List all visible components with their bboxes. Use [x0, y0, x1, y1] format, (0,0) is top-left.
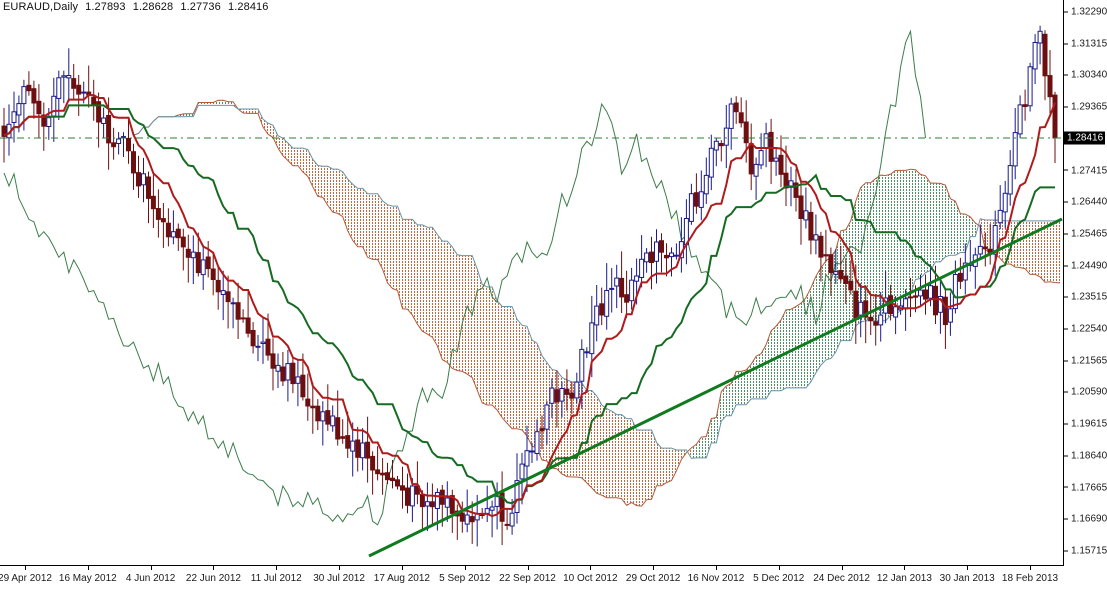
- date-tick: [904, 566, 906, 570]
- symbol-period-label: EURAUD,Daily: [3, 1, 79, 13]
- date-tick-label: 17 Aug 2012: [373, 573, 430, 584]
- price-tick-label: 1.25465: [1063, 228, 1107, 239]
- chart-canvas: [0, 25, 1063, 558]
- date-tick-label: 16 Nov 2012: [687, 573, 745, 584]
- date-axis-line: [0, 565, 1064, 566]
- date-tick: [1030, 566, 1031, 570]
- date-tick-label: 5 Sep 2012: [439, 573, 491, 584]
- date-tick-label: 5 Dec 2012: [753, 573, 805, 584]
- current-price-label: 1.28416: [1064, 131, 1106, 145]
- price-tick-label: 1.26440: [1063, 197, 1107, 208]
- price-tick-label: 1.32290: [1063, 7, 1107, 18]
- date-tick: [841, 566, 843, 570]
- date-tick: [276, 566, 278, 570]
- date-tick: [25, 566, 26, 570]
- date-tick-label: 30 Jan 2013: [939, 573, 995, 584]
- date-tick: [715, 566, 717, 570]
- price-axis-line: [1063, 0, 1064, 566]
- date-tick-label: 24 Dec 2012: [813, 573, 870, 584]
- close-value: 1.28416: [228, 1, 269, 13]
- price-tick-label: 1.20590: [1063, 387, 1107, 398]
- date-tick-label: 22 Sep 2012: [499, 573, 556, 584]
- senkou-span-a-line: [133, 99, 1061, 507]
- tenkan-sen-line: [3, 94, 1056, 518]
- price-tick-label: 1.30340: [1063, 70, 1107, 81]
- price-tick-label: 1.19615: [1063, 419, 1107, 430]
- date-tick-label: 22 Jun 2012: [185, 573, 241, 584]
- date-tick-label: 18 Feb 2013: [1001, 573, 1059, 584]
- price-tick-label: 1.18640: [1063, 450, 1107, 461]
- trendline-object[interactable]: [368, 217, 1063, 558]
- date-tick: [464, 566, 466, 570]
- date-tick: [967, 566, 969, 570]
- date-tick: [150, 566, 152, 570]
- date-tick-label: 11 Jul 2012: [250, 573, 302, 584]
- quote-header: EURAUD,Daily 1.27893 1.28628 1.27736 1.2…: [0, 0, 1107, 14]
- price-tick-label: 1.15715: [1063, 546, 1107, 557]
- date-tick-label: 30 Jul 2012: [313, 573, 365, 584]
- date-tick: [213, 566, 215, 570]
- price-tick-label: 1.29365: [1063, 102, 1107, 113]
- price-tick-label: 1.21565: [1063, 355, 1107, 366]
- price-tick-label: 1.24490: [1063, 260, 1107, 271]
- price-tick-label: 1.23515: [1063, 292, 1107, 303]
- price-tick-label: 1.27415: [1063, 165, 1107, 176]
- chart-plot-area[interactable]: [0, 0, 1063, 566]
- open-value: 1.27893: [85, 1, 126, 13]
- date-tick: [339, 566, 341, 570]
- price-tick-label: 1.16690: [1063, 514, 1107, 525]
- price-tick-label: 1.17665: [1063, 482, 1107, 493]
- date-axis[interactable]: 29 Apr 2012 16 May 2012 4 Jun 2012 22 Jun 2…: [0, 566, 1063, 592]
- date-tick-label: 12 Jan 2013: [876, 573, 932, 584]
- chikou-span-line: [3, 29, 926, 526]
- high-value: 1.28628: [132, 1, 174, 13]
- ohlc-values: 1.27893 1.28628 1.27736 1.28416: [85, 1, 272, 13]
- date-tick: [778, 566, 780, 570]
- date-tick: [87, 566, 89, 570]
- candlestick-series: [1, 25, 1058, 547]
- date-tick-label: 4 Jun 2012: [125, 573, 176, 584]
- date-tick-label: 29 Oct 2012: [625, 573, 681, 584]
- price-axis[interactable]: 1.32290 1.31315 1.30340 1.29365 1.27415 1.264…: [1063, 0, 1107, 566]
- date-tick: [401, 566, 403, 570]
- date-tick-label: 29 Apr 2012: [0, 573, 52, 584]
- low-value: 1.27736: [180, 1, 221, 13]
- date-tick: [527, 566, 529, 570]
- date-tick-label: 16 May 2012: [58, 573, 117, 584]
- date-tick: [653, 566, 655, 570]
- price-tick-label: 1.31315: [1063, 38, 1107, 49]
- date-tick-label: 10 Oct 2012: [563, 573, 618, 584]
- price-tick-label: 1.22540: [1063, 324, 1107, 335]
- date-tick: [590, 566, 592, 570]
